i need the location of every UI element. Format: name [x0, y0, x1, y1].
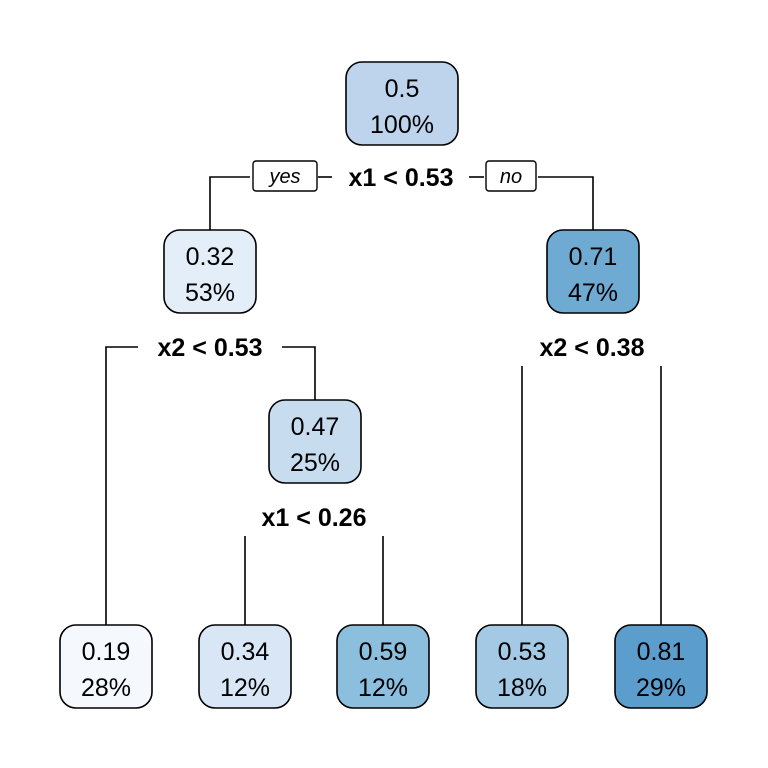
node-percent: 12% [220, 674, 270, 702]
branch-label-box [485, 160, 537, 192]
node-percent: 29% [636, 674, 686, 702]
tree-node-n2: 0.32 53% [163, 229, 257, 314]
tree-node-leaf6: 0.53 18% [475, 624, 569, 709]
branch-label-text: yes [267, 166, 300, 188]
split-label-n2: x2 < 0.53 [158, 334, 263, 362]
node-value: 0.71 [569, 243, 618, 271]
branch-label-yes: yes [252, 160, 318, 192]
node-box [268, 399, 362, 484]
tree-node-n3: 0.71 47% [546, 229, 640, 314]
tree-node-root: 0.5 100% [345, 61, 459, 146]
node-percent: 100% [370, 111, 434, 139]
node-box [59, 624, 153, 709]
split-label-root: x1 < 0.53 [349, 164, 454, 192]
edge-n2-right [282, 346, 316, 400]
node-percent: 25% [290, 449, 340, 477]
node-box [345, 61, 459, 146]
node-percent: 12% [358, 674, 408, 702]
branch-label-box [252, 160, 318, 192]
node-percent: 47% [568, 279, 618, 307]
node-box [336, 624, 430, 709]
node-value: 0.81 [637, 638, 686, 666]
node-value: 0.34 [221, 638, 270, 666]
node-percent: 18% [497, 674, 547, 702]
node-box [163, 229, 257, 314]
tree-node-leaf4: 0.19 28% [59, 624, 153, 709]
split-label-n5: x1 < 0.26 [262, 504, 367, 532]
node-percent: 53% [185, 279, 235, 307]
tree-node-n5: 0.47 25% [268, 399, 362, 484]
edge-root-no [538, 176, 594, 230]
node-value: 0.32 [186, 243, 235, 271]
node-box [546, 229, 640, 314]
node-box [475, 624, 569, 709]
split-label-n3: x2 < 0.38 [540, 334, 645, 362]
node-value: 0.19 [82, 638, 131, 666]
node-box [614, 624, 708, 709]
edge-n2-left [105, 346, 138, 625]
node-value: 0.59 [359, 638, 408, 666]
tree-node-leaf10: 0.34 12% [198, 624, 292, 709]
node-value: 0.53 [498, 638, 547, 666]
node-percent: 28% [81, 674, 131, 702]
node-value: 0.5 [385, 75, 420, 103]
node-value: 0.47 [291, 413, 340, 441]
tree-node-leaf11: 0.59 12% [336, 624, 430, 709]
branch-label-text: no [500, 166, 522, 188]
branch-label-no: no [485, 160, 537, 192]
node-box [198, 624, 292, 709]
edge-root-yes [209, 176, 250, 230]
tree-node-leaf7: 0.81 29% [614, 624, 708, 709]
